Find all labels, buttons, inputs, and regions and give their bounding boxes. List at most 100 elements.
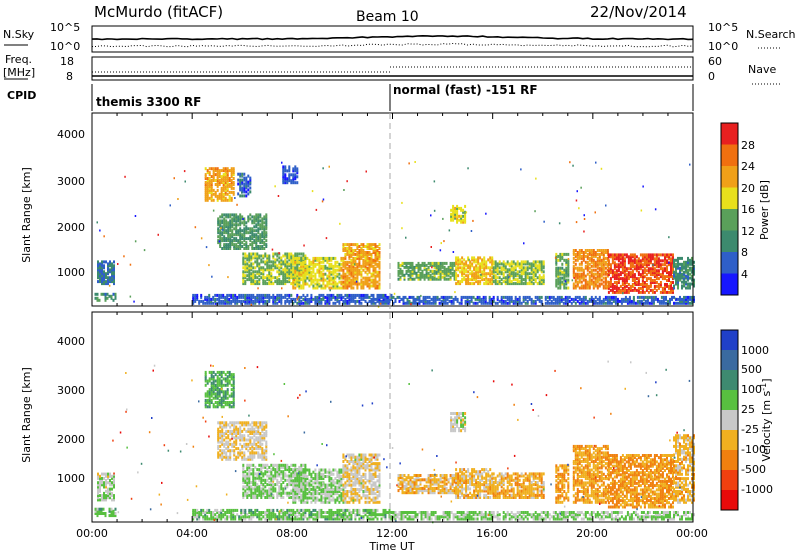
velocity-cell <box>239 451 242 455</box>
power-speckle <box>333 278 335 281</box>
power-cell <box>466 299 469 303</box>
power-speckle <box>554 256 557 259</box>
power-cell <box>653 271 656 275</box>
power-cell <box>220 190 223 194</box>
power-cell <box>677 256 679 260</box>
power-cell <box>454 297 457 301</box>
power-cell <box>248 299 251 303</box>
power-cell <box>598 299 601 303</box>
colorbar-swatch <box>721 252 738 274</box>
power-cell <box>270 282 273 286</box>
power-speckle <box>472 219 474 222</box>
velocity-cell <box>96 509 99 513</box>
power-cell <box>675 262 677 266</box>
power-cell <box>506 295 509 299</box>
power-cell <box>664 284 666 288</box>
power-cell <box>670 265 672 269</box>
power-cell <box>516 264 519 268</box>
power-cell <box>358 272 361 276</box>
velocity-cell <box>251 457 254 461</box>
power-cell <box>518 262 521 266</box>
power-cell <box>565 272 568 276</box>
power-cell <box>234 299 237 303</box>
power-cell <box>304 258 307 262</box>
power-cell <box>302 280 305 284</box>
power-cell <box>439 275 442 279</box>
power-cell <box>629 253 632 257</box>
power-cell <box>479 280 482 284</box>
velocity-cell <box>243 444 246 448</box>
velocity-cell <box>247 438 250 442</box>
velocity-cell <box>256 474 259 478</box>
velocity-cell <box>214 386 217 389</box>
power-cell <box>631 288 634 292</box>
power-cell <box>374 262 377 266</box>
power-cell <box>550 299 553 303</box>
power-cell <box>670 288 672 292</box>
power-cell <box>348 293 351 297</box>
power-cell <box>637 281 640 284</box>
power-cell <box>246 297 249 301</box>
power-cell <box>578 266 581 270</box>
velocity-cell <box>252 463 255 467</box>
power-cell <box>689 282 691 286</box>
power-cell <box>346 247 349 250</box>
power-cell <box>210 196 213 200</box>
power-cell <box>294 254 297 258</box>
power-cell <box>242 258 245 262</box>
velocity-cell <box>247 442 250 446</box>
power-cell <box>356 262 359 266</box>
power-cell <box>338 264 341 268</box>
power-cell <box>647 261 650 265</box>
power-cell <box>576 276 579 280</box>
power-cell <box>107 266 109 270</box>
power-cell <box>540 299 543 303</box>
power-cell <box>520 270 523 274</box>
power-cell <box>366 284 369 288</box>
power-cell <box>421 273 424 277</box>
power-speckle <box>129 295 132 298</box>
power-cell <box>471 258 474 262</box>
power-cell <box>266 264 269 268</box>
power-cell <box>668 255 670 259</box>
power-cell <box>477 280 480 284</box>
power-cell <box>326 260 329 264</box>
power-cell <box>633 286 636 290</box>
power-cell <box>645 263 648 267</box>
power-cell <box>657 261 660 265</box>
velocity-cell <box>251 421 254 425</box>
power-cell <box>532 278 535 282</box>
power-cell <box>621 263 624 267</box>
power-speckle <box>257 287 259 290</box>
velocity-cell <box>254 481 257 484</box>
power-cell <box>638 301 641 305</box>
power-cell <box>237 172 240 176</box>
power-cell <box>594 276 597 280</box>
velocity-cell <box>248 493 251 497</box>
power-cell <box>231 231 234 235</box>
power-cell <box>237 245 240 248</box>
power-cell <box>274 301 277 305</box>
velocity-cell <box>230 375 233 379</box>
power-cell <box>236 301 239 305</box>
power-cell <box>633 257 636 261</box>
power-cell <box>625 273 628 277</box>
power-cell <box>253 215 256 219</box>
power-cell <box>204 194 207 198</box>
power-cell <box>647 267 650 271</box>
power-cell <box>516 260 519 264</box>
power-cell <box>557 258 560 262</box>
power-cell <box>538 266 541 270</box>
power-cell <box>368 256 371 260</box>
power-cell <box>689 266 691 270</box>
power-cell <box>263 217 266 221</box>
velocity-cell <box>257 425 260 429</box>
velocity-cell <box>105 483 107 487</box>
power-cell <box>672 290 674 294</box>
power-cell <box>268 280 271 284</box>
power-cell <box>247 219 250 223</box>
power-cell <box>578 249 581 252</box>
power-cell <box>374 301 377 305</box>
power-cell <box>338 262 341 266</box>
power-cell <box>582 276 585 280</box>
